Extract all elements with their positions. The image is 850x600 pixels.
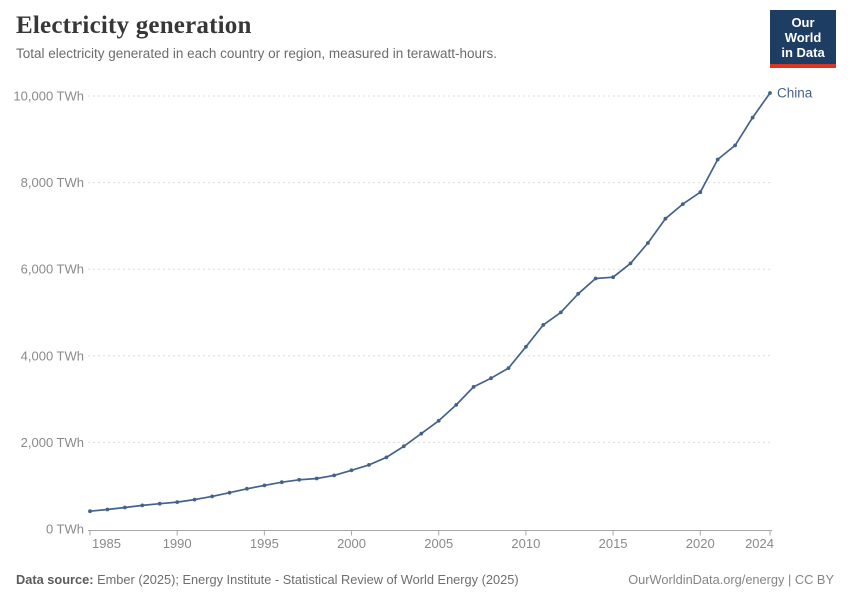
data-point [175, 500, 180, 504]
page-subtitle: Total electricity generated in each coun… [16, 46, 497, 61]
x-axis-label: 2010 [511, 536, 540, 551]
data-point [715, 157, 720, 162]
data-point [210, 494, 215, 499]
data-point [384, 455, 389, 460]
data-point [593, 276, 598, 281]
data-point [768, 91, 772, 95]
data-source-text: Ember (2025); Energy Institute - Statist… [97, 572, 519, 587]
data-point [576, 291, 581, 296]
data-point [245, 486, 249, 491]
data-point [192, 497, 197, 502]
data-point [611, 275, 615, 280]
series-label-china: China [777, 85, 813, 100]
data-point [646, 241, 650, 245]
y-axis-label: 6,000 TWh [21, 262, 84, 277]
data-point [698, 190, 703, 195]
x-axis-label: 1985 [92, 536, 121, 551]
page-title: Electricity generation [16, 12, 252, 39]
data-point [663, 216, 668, 221]
owid-logo-line2: in Data [781, 45, 825, 60]
x-axis-label: 2015 [599, 536, 628, 551]
data-point [680, 202, 685, 207]
data-source-note: Data source: Ember (2025); Energy Instit… [16, 572, 519, 587]
data-point [123, 505, 127, 510]
data-point [297, 477, 302, 482]
y-axis-label: 2,000 TWh [21, 435, 84, 450]
x-axis-label: 2005 [424, 536, 453, 551]
data-point [401, 444, 406, 449]
y-axis-label: 0 TWh [46, 522, 84, 537]
data-point [750, 115, 755, 120]
data-point [436, 418, 441, 423]
data-source-label: Data source: [16, 572, 94, 587]
data-point [471, 385, 476, 389]
data-point [88, 509, 92, 514]
data-point [541, 323, 546, 327]
data-point [279, 480, 284, 485]
data-point [332, 473, 336, 478]
y-axis-label: 4,000 TWh [21, 348, 84, 363]
y-axis-label: 8,000 TWh [21, 175, 84, 190]
data-point [506, 366, 511, 370]
owid-logo: Our World in Data [770, 10, 836, 68]
x-axis-label: 1995 [250, 536, 279, 551]
data-point [628, 261, 633, 266]
x-axis-label: 2024 [745, 536, 774, 551]
data-point [367, 463, 371, 467]
data-point [733, 143, 737, 148]
credit-link: OurWorldinData.org/energy | CC BY [628, 572, 834, 587]
data-point [558, 310, 563, 315]
x-axis-label: 2000 [337, 536, 366, 551]
chart-header: Electricity generation Total electricity… [16, 12, 740, 61]
data-point [140, 503, 145, 508]
data-point [314, 476, 319, 481]
x-axis-label: 2020 [686, 536, 715, 551]
chart-footer: Data source: Ember (2025); Energy Instit… [16, 572, 834, 587]
owid-logo-line1: Our World [784, 15, 822, 45]
data-point [454, 403, 459, 407]
data-point [157, 501, 162, 506]
x-axis-label: 1990 [163, 536, 192, 551]
data-point [262, 483, 267, 488]
data-point [349, 468, 354, 473]
data-point [105, 507, 110, 512]
data-point [227, 490, 232, 495]
data-point [524, 344, 528, 349]
data-line [89, 92, 771, 513]
y-axis-label: 10,000 TWh [13, 89, 84, 104]
data-point [419, 431, 424, 436]
data-point [489, 376, 493, 381]
